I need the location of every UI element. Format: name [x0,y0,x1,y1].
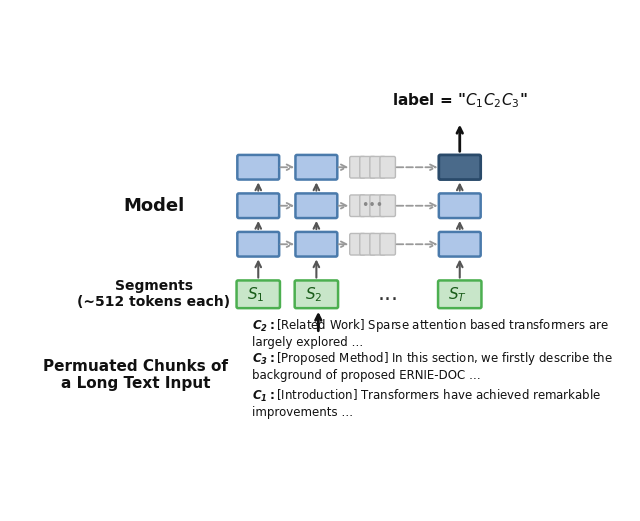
Text: $\mathit{S}_T$: $\mathit{S}_T$ [448,285,467,304]
FancyBboxPatch shape [360,233,375,255]
FancyBboxPatch shape [439,155,481,180]
FancyBboxPatch shape [296,155,337,180]
FancyBboxPatch shape [370,156,385,178]
Text: $\bfit{C_2}$$\bf{:}$[Related Work] Sparse attention based transformers are
large: $\bfit{C_2}$$\bf{:}$[Related Work] Spars… [252,317,609,350]
FancyBboxPatch shape [380,195,396,217]
Text: ...: ... [378,284,399,304]
FancyBboxPatch shape [237,280,280,308]
Text: Segments
(~512 tokens each): Segments (~512 tokens each) [77,279,230,309]
FancyBboxPatch shape [349,195,365,217]
FancyBboxPatch shape [237,193,279,218]
Text: Permuated Chunks of
a Long Text Input: Permuated Chunks of a Long Text Input [44,359,228,391]
FancyBboxPatch shape [296,232,337,256]
Text: •••: ••• [362,199,383,212]
FancyBboxPatch shape [439,232,481,256]
FancyBboxPatch shape [349,156,365,178]
FancyBboxPatch shape [439,193,481,218]
FancyBboxPatch shape [237,232,279,256]
Text: label = "$C_1C_2C_3$": label = "$C_1C_2C_3$" [392,92,527,110]
Text: Model: Model [123,197,184,215]
FancyBboxPatch shape [380,233,396,255]
Text: $\bfit{C_1}$$\bf{:}$[Introduction] Transformers have achieved remarkable
improve: $\bfit{C_1}$$\bf{:}$[Introduction] Trans… [252,388,601,419]
FancyBboxPatch shape [370,233,385,255]
FancyBboxPatch shape [294,280,338,308]
FancyBboxPatch shape [360,156,375,178]
FancyBboxPatch shape [349,233,365,255]
FancyBboxPatch shape [380,156,396,178]
Text: $\mathit{S}_1$: $\mathit{S}_1$ [247,285,264,304]
FancyBboxPatch shape [237,155,279,180]
FancyBboxPatch shape [370,195,385,217]
FancyBboxPatch shape [296,193,337,218]
Text: $\bfit{C_3}$$\bf{:}$[Proposed Method] In this section, we firstly describe the
b: $\bfit{C_3}$$\bf{:}$[Proposed Method] In… [252,350,613,382]
FancyBboxPatch shape [360,195,375,217]
FancyBboxPatch shape [438,280,481,308]
Text: $\mathit{S}_2$: $\mathit{S}_2$ [305,285,323,304]
